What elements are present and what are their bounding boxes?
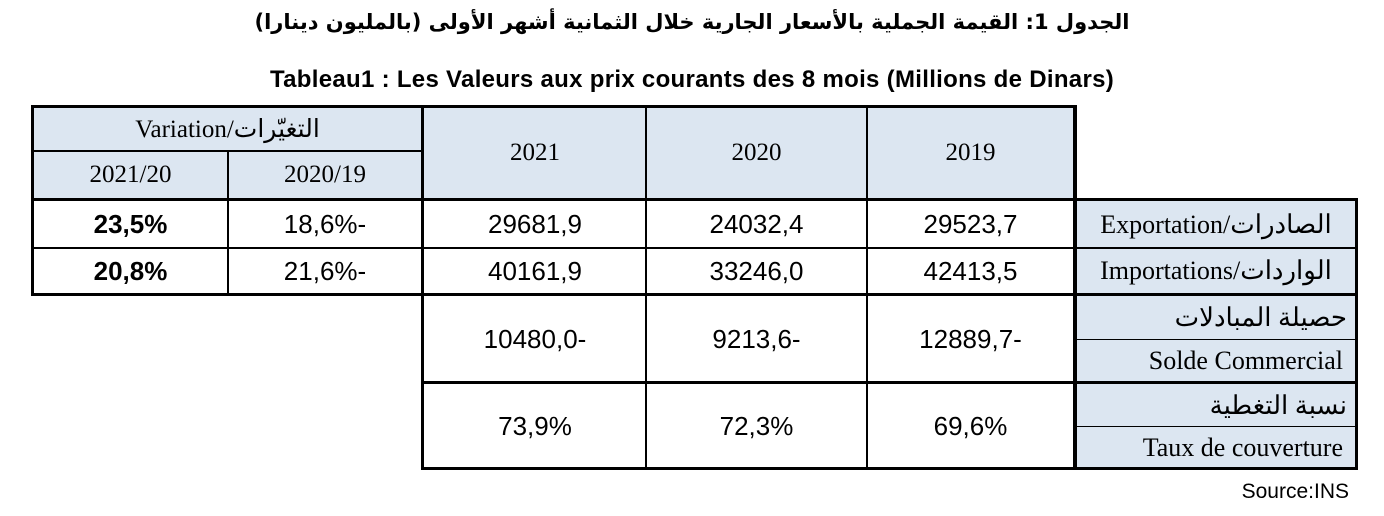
exportation-2019: 29523,7 — [923, 209, 1018, 239]
exportation-2020: 24032,4 — [709, 209, 804, 239]
grid-line — [1355, 198, 1358, 470]
row-label-exportation: Exportation/الصادرات — [1077, 201, 1355, 248]
solde-2019: 12889,7- — [919, 323, 1022, 354]
grid-line — [31, 198, 1077, 201]
row-label-couverture-arabic: نسبة التغطية — [1077, 384, 1355, 427]
header-var-2021-20: 2021/20 — [33, 151, 228, 198]
couverture-2021: 73,9% — [498, 410, 572, 441]
grid-line — [645, 105, 647, 469]
importations-var-2020-19: 21,6%- — [283, 255, 367, 286]
grid-line — [866, 105, 868, 469]
header-var-2020-19: 2020/19 — [228, 151, 422, 198]
importations-var-2021-20: 20,8% — [93, 255, 168, 286]
row-label-importations: Importations/الواردات — [1077, 248, 1355, 294]
grid-line — [31, 293, 1357, 296]
table-title-french: Tableau1 : Les Valeurs aux prix courants… — [269, 66, 1115, 93]
solde-2020: 9213,6- — [712, 323, 801, 354]
row-label-couverture-french: Taux de couverture — [1077, 427, 1355, 468]
header-year-2019: 2019 — [867, 107, 1074, 198]
solde-2021: 10480,0- — [483, 323, 587, 354]
exportation-var-2021-20: 23,5% — [93, 209, 168, 239]
grid-line — [31, 247, 1357, 249]
grid-line — [421, 467, 1357, 470]
exportation-2021: 29681,9 — [488, 209, 582, 239]
header-year-2020: 2020 — [646, 107, 867, 198]
table-title-arabic: الجدول 1: القيمة الجملية بالأسعار الجاري… — [254, 10, 1130, 34]
importations-2019: 42413,5 — [923, 255, 1018, 286]
exportation-var-2020-19: 18,6%- — [283, 209, 367, 239]
grid-line — [1073, 105, 1077, 470]
grid-line — [1077, 426, 1355, 427]
grid-line — [421, 381, 1357, 384]
header-year-2021: 2021 — [424, 107, 646, 198]
source-note: Source:INS — [1241, 480, 1349, 503]
grid-line — [1073, 198, 1357, 201]
grid-line — [31, 105, 424, 108]
row-label-solde-french: Solde Commercial — [1077, 340, 1355, 382]
couverture-2019: 69,6% — [933, 410, 1008, 441]
grid-line — [227, 150, 229, 296]
importations-2020: 33246,0 — [709, 255, 804, 286]
grid-line — [424, 105, 1076, 108]
header-variation: Variation/التغيّرات — [33, 107, 422, 151]
couverture-2020: 72,3% — [719, 410, 794, 441]
row-label-solde-arabic: حصيلة المبادلات — [1077, 296, 1355, 340]
grid-line — [1077, 339, 1355, 340]
importations-2021: 40161,9 — [488, 255, 582, 286]
